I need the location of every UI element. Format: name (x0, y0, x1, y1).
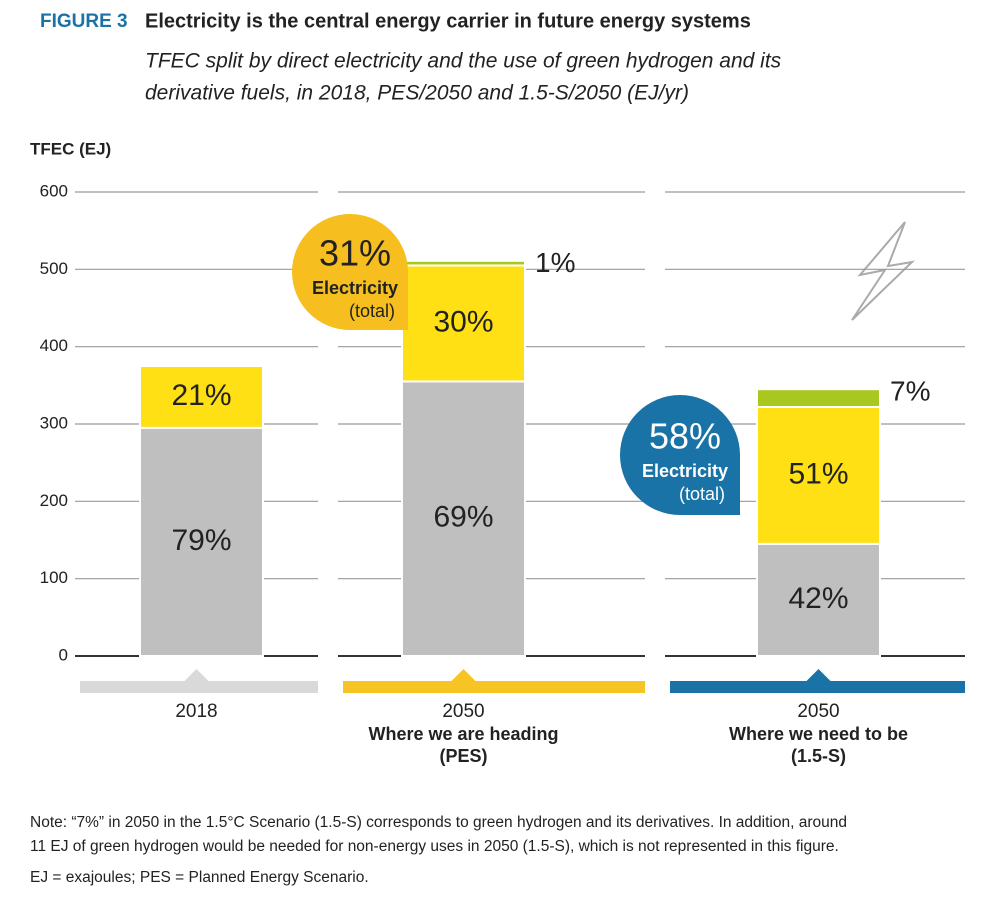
bar-segment (401, 259, 526, 267)
callout-value: 58% (649, 416, 721, 457)
callout-label: Electricity (312, 278, 398, 298)
callout-bubble (620, 395, 740, 515)
y-tick-label: 100 (40, 568, 68, 587)
value-label: 30% (433, 305, 493, 338)
y-tick-label: 600 (40, 181, 68, 200)
x-tick-label: 2050 (442, 701, 484, 722)
value-label: 21% (171, 379, 231, 412)
note: Note: “7%” in 2050 in the 1.5°C Scenario… (30, 814, 847, 831)
category-band (80, 681, 318, 693)
category-pointer (184, 669, 209, 681)
value-label: 51% (788, 457, 848, 490)
bar-segment (139, 426, 264, 657)
bar-segment (756, 405, 881, 545)
y-tick-label: 500 (40, 259, 68, 278)
value-label: 79% (171, 524, 231, 557)
chart-title: Electricity is the central energy carrie… (145, 10, 751, 32)
note: EJ = exajoules; PES = Planned Energy Sce… (30, 869, 369, 886)
category-note: Where we are heading (368, 724, 558, 744)
category-note: (PES) (439, 746, 487, 766)
y-tick-label: 200 (40, 491, 68, 510)
bar-segment (139, 365, 264, 429)
callout-label: Electricity (642, 461, 728, 481)
value-label: 42% (788, 582, 848, 615)
chart-subtitle: derivative fuels, in 2018, PES/2050 and … (145, 82, 689, 105)
y-tick-label: 400 (40, 336, 68, 355)
callout-bubble (292, 214, 408, 330)
x-tick-label: 2050 (797, 701, 839, 722)
callout-value: 31% (319, 233, 391, 274)
callout-sublabel: (total) (349, 301, 395, 321)
x-tick-label: 2018 (175, 701, 217, 722)
callout-sublabel: (total) (679, 484, 725, 504)
lightning-icon (851, 221, 916, 321)
category-band (343, 681, 645, 693)
y-tick-label: 0 (59, 645, 68, 664)
chart-subtitle: TFEC split by direct electricity and the… (145, 50, 782, 73)
category-note: (1.5-S) (791, 746, 846, 766)
value-label: 7% (890, 376, 930, 407)
value-label: 1% (535, 247, 575, 278)
value-label: 69% (433, 501, 493, 534)
figure-label: FIGURE 3 (40, 11, 128, 32)
category-pointer (806, 669, 831, 681)
y-tick-label: 300 (40, 413, 68, 432)
category-pointer (451, 669, 476, 681)
category-band (670, 681, 965, 693)
bar-segment (756, 388, 881, 408)
bar-segment (756, 542, 881, 657)
note: 11 EJ of green hydrogen would be needed … (30, 838, 839, 855)
y-axis-label: TFEC (EJ) (30, 139, 111, 158)
category-note: Where we need to be (729, 724, 908, 744)
